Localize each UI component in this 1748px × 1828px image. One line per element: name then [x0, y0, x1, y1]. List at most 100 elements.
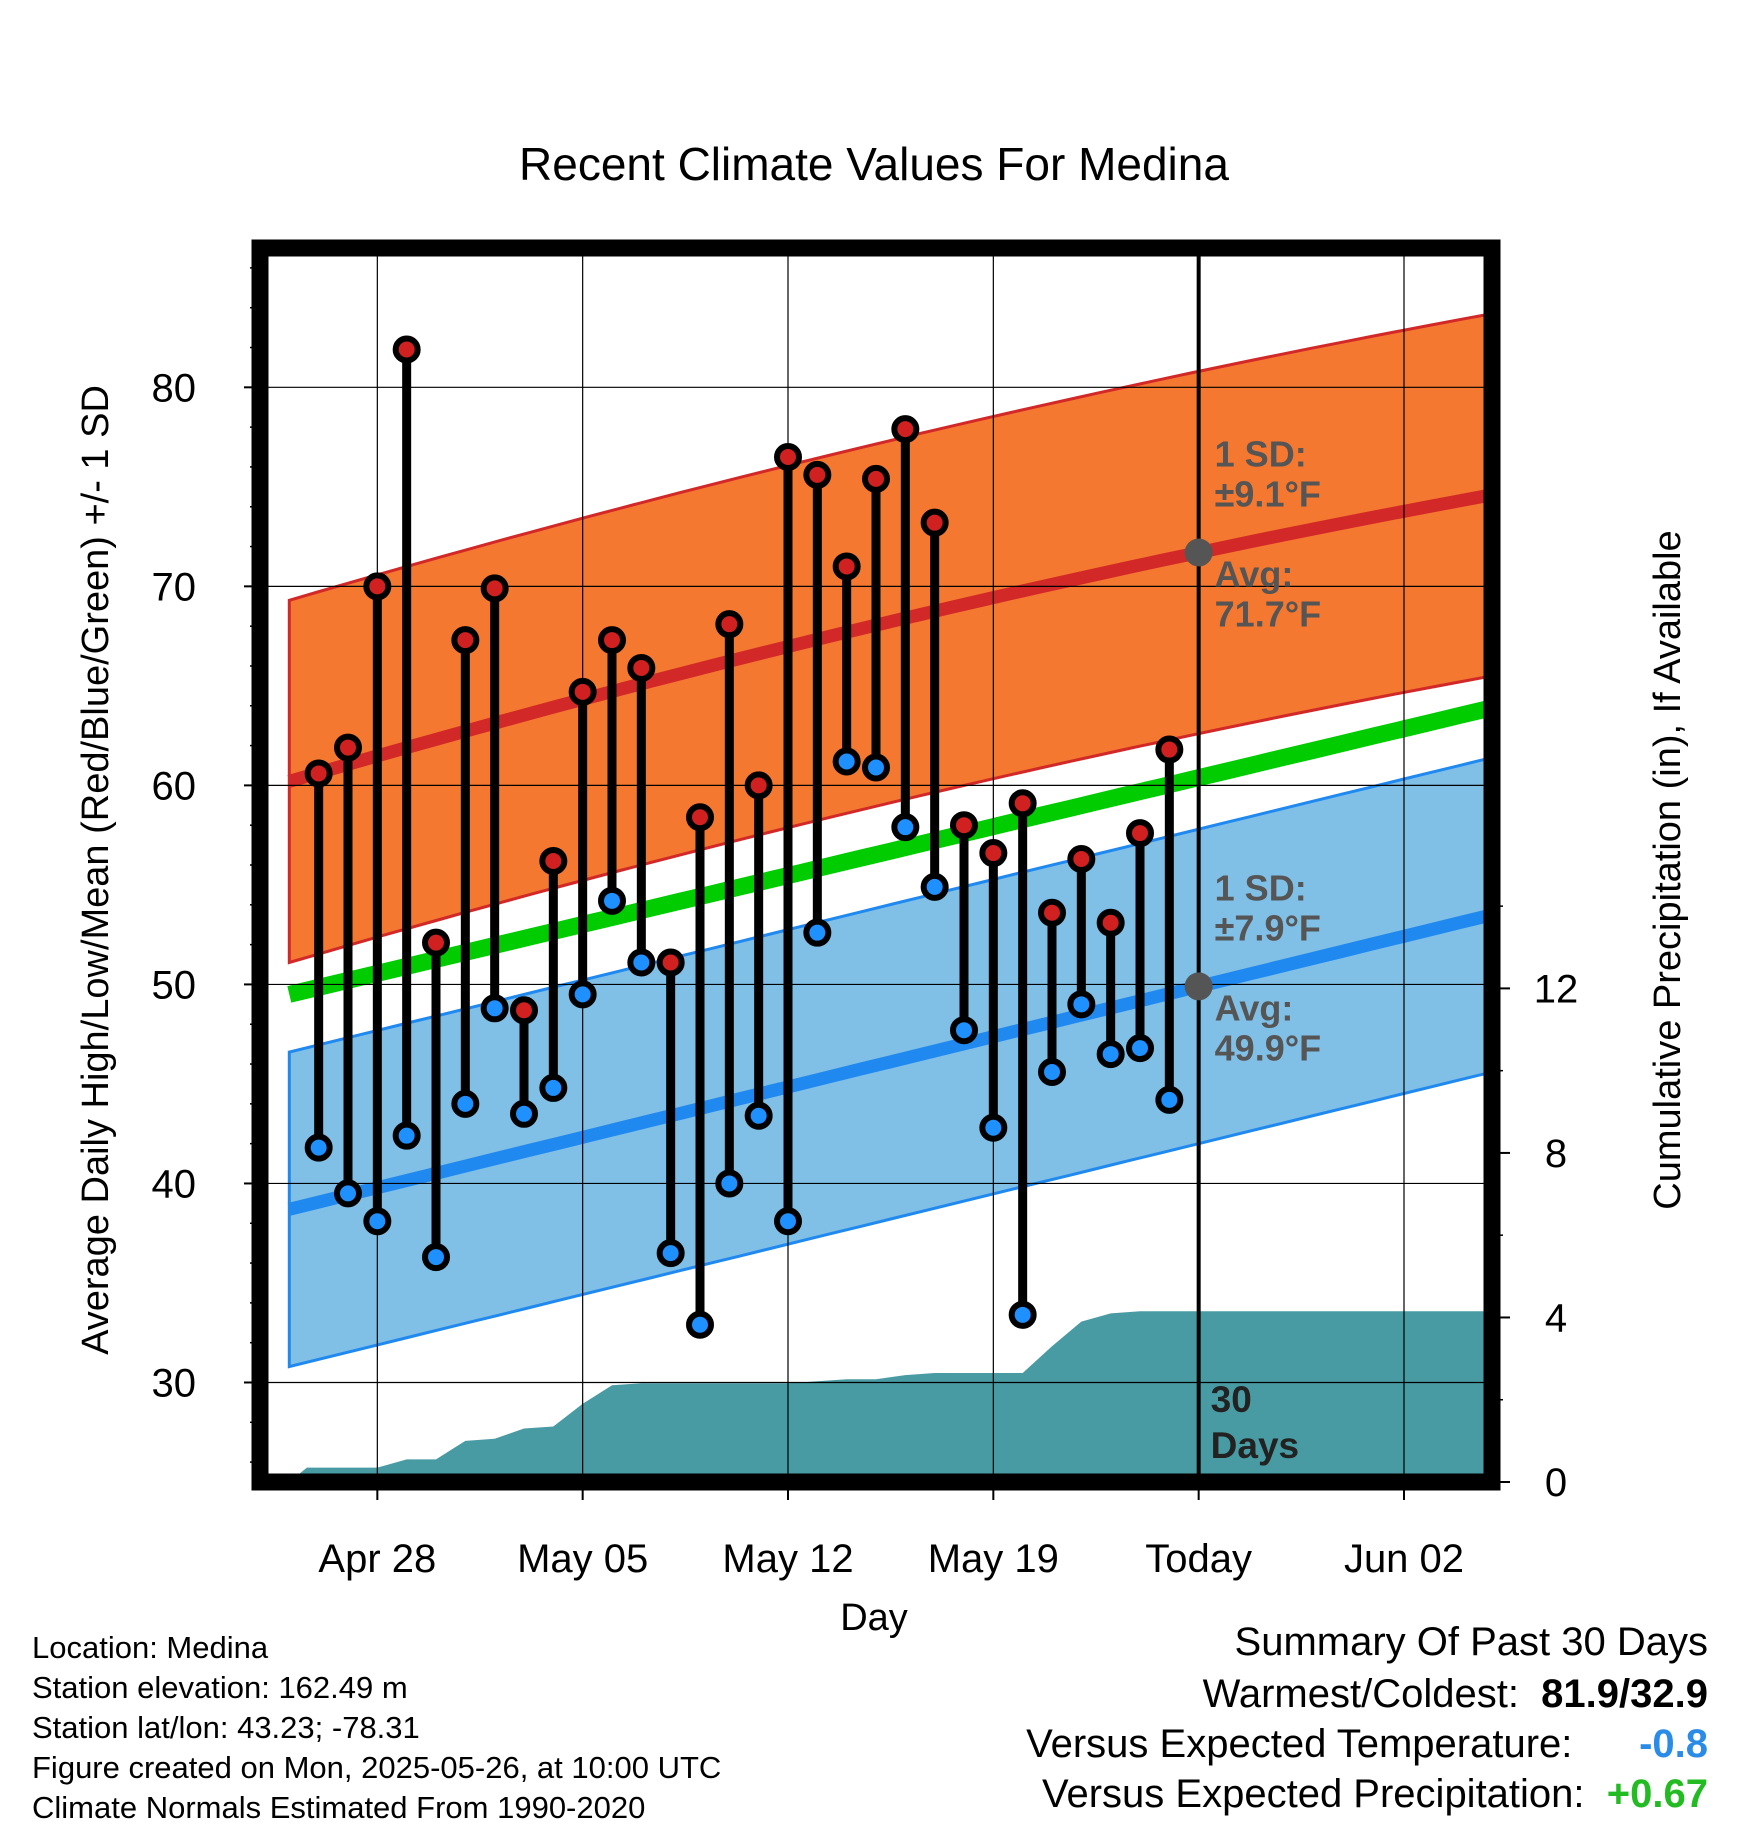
- y-tick-label: 30: [152, 1361, 197, 1405]
- daily-high-point: [510, 996, 538, 1025]
- daily-low-point: [392, 1121, 421, 1150]
- y-tick-label: 70: [152, 565, 197, 609]
- y2-axis-label: Cumulative Precipitation (in), If Availa…: [1647, 530, 1689, 1209]
- y2-tick-label: 12: [1534, 967, 1579, 1011]
- daily-high-point: [1008, 789, 1037, 818]
- summary-title: Summary Of Past 30 Days: [1234, 1620, 1708, 1664]
- low-normal-line: [287, 908, 1490, 1216]
- daily-low-point: [304, 1133, 333, 1162]
- daily-high-point: [451, 626, 480, 655]
- daily-high-point: [568, 677, 597, 706]
- high-sd-label: 1 SD:: [1215, 434, 1307, 475]
- daily-high-point: [891, 415, 920, 444]
- x-tick-label: Apr 28: [318, 1537, 436, 1581]
- low-avg-marker: [1184, 972, 1213, 1001]
- daily-high-point: [598, 626, 626, 655]
- daily-low-point: [1008, 1300, 1037, 1329]
- created-text: Figure created on Mon, 2025-05-26, at 10…: [32, 1750, 722, 1785]
- daily-low-point: [862, 753, 890, 782]
- daily-low-point: [920, 872, 949, 901]
- y-tick-label: 60: [152, 764, 197, 808]
- high-avg-marker: [1184, 538, 1213, 567]
- x-axis-label: Day: [840, 1597, 908, 1639]
- high-normal-line: [287, 488, 1490, 788]
- daily-high-point: [363, 572, 392, 601]
- precip-area: [289, 1311, 1490, 1482]
- location-text: Location: Medina: [32, 1630, 269, 1665]
- x-tick-label: May 05: [517, 1537, 648, 1581]
- low-avg-value: 49.9°F: [1215, 1027, 1321, 1068]
- daily-low-point: [832, 747, 861, 776]
- daily-high-point: [774, 442, 802, 471]
- daily-low-point: [539, 1073, 568, 1102]
- daily-low-point: [686, 1310, 714, 1339]
- precip-value: +0.67: [1606, 1772, 1708, 1816]
- mean-normal-line: [287, 699, 1490, 1003]
- daily-high-point: [422, 928, 450, 957]
- x-tick-label: Jun 02: [1344, 1537, 1464, 1581]
- daily-high-point: [539, 847, 568, 876]
- daily-high-point: [627, 653, 656, 682]
- plot-frame: [251, 239, 1501, 1491]
- high-avg-value: 71.7°F: [1215, 594, 1321, 635]
- daily-low-point: [451, 1089, 480, 1118]
- daily-low-point: [656, 1239, 685, 1268]
- y-axis-label: Average Daily High/Low/Mean (Red/Blue/Gr…: [75, 385, 117, 1355]
- daily-low-point: [1067, 990, 1096, 1019]
- x-tick-label: May 19: [928, 1537, 1059, 1581]
- high-sd-band: [287, 312, 1490, 965]
- y-tick-label: 80: [152, 366, 197, 410]
- y-tick-label: 50: [152, 963, 197, 1007]
- daily-low-point: [950, 1016, 978, 1045]
- daily-high-point: [656, 948, 685, 977]
- daily-high-point: [950, 811, 978, 840]
- chart-title: Recent Climate Values For Medina: [519, 138, 1229, 190]
- daily-high-point: [715, 610, 744, 639]
- daily-high-point: [979, 839, 1008, 868]
- daily-high-point: [1038, 898, 1066, 927]
- daily-low-point: [1038, 1057, 1066, 1086]
- daily-low-point: [1126, 1034, 1154, 1063]
- daily-high-point: [1067, 845, 1096, 874]
- summary-warm-cold: Warmest/Coldest: 81.9/32.9: [1203, 1672, 1708, 1717]
- latlon-text: Station lat/lon: 43.23; -78.31: [32, 1710, 420, 1745]
- precip-label: Versus Expected Precipitation:: [1042, 1772, 1585, 1816]
- high-avg-label: Avg:: [1215, 554, 1294, 595]
- daily-low-point: [774, 1207, 802, 1236]
- y2-tick-label: 0: [1545, 1461, 1567, 1505]
- daily-high-point: [744, 771, 773, 800]
- low-sd-label: 1 SD:: [1215, 867, 1307, 908]
- elevation-text: Station elevation: 162.49 m: [32, 1670, 408, 1705]
- daily-low-point: [979, 1113, 1008, 1142]
- x-tick-label: May 12: [722, 1537, 853, 1581]
- normals-text: Climate Normals Estimated From 1990-2020: [32, 1790, 646, 1825]
- daily-low-point: [422, 1243, 450, 1272]
- daily-high-point: [334, 733, 362, 762]
- summary-temp: Versus Expected Temperature: -0.8: [1026, 1722, 1708, 1767]
- daily-low-point: [627, 948, 656, 977]
- daily-low-point: [891, 813, 920, 842]
- daily-low-point: [744, 1101, 773, 1130]
- high-sd-value: ±9.1°F: [1215, 474, 1321, 515]
- x-tick-label: Today: [1145, 1537, 1252, 1581]
- temp-value: -0.8: [1639, 1722, 1708, 1766]
- warm-cold-value: 81.9/32.9: [1541, 1672, 1708, 1716]
- today-days-label: Days: [1211, 1425, 1299, 1466]
- daily-high-point: [1126, 819, 1154, 848]
- daily-low-point: [510, 1099, 538, 1128]
- daily-low-point: [334, 1179, 362, 1208]
- daily-high-point: [392, 335, 421, 364]
- temp-label: Versus Expected Temperature:: [1026, 1722, 1573, 1766]
- daily-high-point: [920, 508, 949, 537]
- daily-high-point: [480, 574, 509, 603]
- low-sd-value: ±7.9°F: [1215, 907, 1321, 948]
- daily-high-point: [862, 464, 890, 493]
- y2-tick-label: 8: [1545, 1132, 1567, 1176]
- daily-high-point: [832, 552, 861, 581]
- daily-low-point: [568, 980, 597, 1009]
- daily-high-point: [1096, 908, 1125, 937]
- daily-low-point: [1096, 1040, 1125, 1069]
- daily-low-point: [480, 994, 509, 1023]
- daily-high-point: [803, 460, 832, 489]
